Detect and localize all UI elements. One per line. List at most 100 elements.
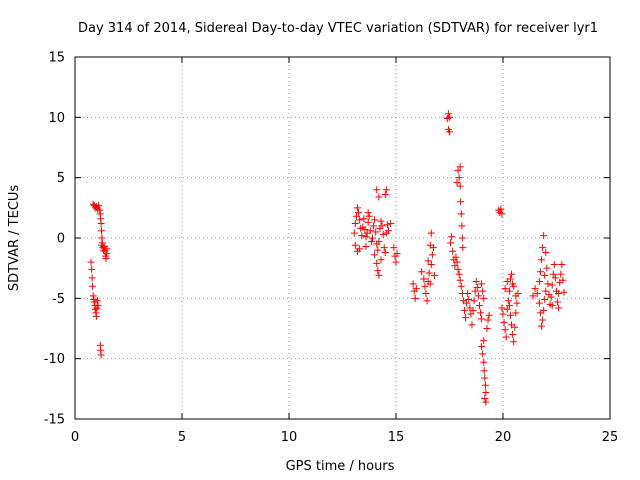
data-point	[426, 280, 434, 288]
data-point	[422, 290, 430, 298]
data-point	[90, 298, 98, 306]
data-point	[103, 245, 111, 253]
data-point	[390, 244, 398, 252]
data-point	[505, 302, 513, 310]
data-point	[360, 215, 368, 223]
data-point	[481, 381, 489, 389]
data-point	[352, 212, 360, 220]
data-point	[381, 191, 389, 199]
data-point	[421, 282, 429, 290]
data-point	[474, 292, 482, 300]
data-point	[550, 261, 558, 269]
data-point	[409, 280, 417, 288]
data-point	[356, 245, 364, 253]
data-point	[548, 281, 556, 289]
data-point	[356, 216, 364, 224]
data-point	[479, 350, 487, 358]
data-point	[427, 229, 435, 237]
data-point	[541, 296, 549, 304]
x-tick-label: 15	[388, 430, 405, 445]
data-point	[375, 238, 383, 246]
data-point	[457, 282, 465, 290]
data-point	[95, 201, 103, 209]
data-point	[452, 253, 460, 261]
x-tick-label: 25	[602, 430, 619, 445]
data-point	[471, 287, 479, 295]
data-point	[503, 305, 511, 313]
data-point	[423, 297, 431, 305]
data-point	[98, 227, 106, 235]
data-point	[361, 226, 369, 234]
data-point	[99, 246, 107, 254]
data-point	[512, 309, 520, 317]
data-point	[373, 186, 381, 194]
data-point	[375, 271, 383, 279]
x-tick-label: 5	[178, 430, 186, 445]
data-point	[464, 290, 472, 298]
data-point	[539, 244, 547, 252]
data-point	[451, 262, 459, 270]
y-tick-label: -5	[52, 292, 65, 307]
data-point	[358, 232, 366, 240]
data-point	[469, 306, 477, 314]
data-point	[462, 314, 470, 322]
data-point	[533, 290, 541, 298]
data-point	[538, 256, 546, 264]
chart-title: Day 314 of 2014, Sidereal Day-to-day VTE…	[78, 21, 598, 36]
data-point	[540, 306, 548, 314]
data-point	[456, 276, 464, 284]
data-point	[378, 222, 386, 230]
x-tick-label: 10	[281, 430, 298, 445]
data-point	[457, 198, 465, 206]
data-point	[472, 277, 480, 285]
data-point	[479, 287, 487, 295]
data-point	[529, 292, 537, 300]
data-point	[88, 274, 96, 282]
data-point	[540, 232, 548, 240]
data-point	[482, 388, 490, 396]
data-point	[428, 251, 436, 259]
data-point	[91, 305, 99, 313]
data-point	[365, 212, 373, 220]
data-point	[374, 267, 382, 275]
data-point	[96, 206, 104, 214]
data-point	[508, 270, 516, 278]
data-point	[447, 239, 455, 247]
data-point	[87, 258, 95, 266]
data-point	[374, 246, 382, 254]
data-point	[98, 241, 106, 249]
x-tick-label: 0	[71, 430, 79, 445]
grid-lines	[75, 57, 610, 419]
data-point	[355, 209, 363, 217]
data-point	[367, 238, 375, 246]
data-point	[502, 333, 510, 341]
data-point	[543, 264, 551, 272]
data-point	[554, 298, 562, 306]
data-point	[381, 248, 389, 256]
data-point	[377, 217, 385, 225]
y-tick-label: 0	[57, 232, 65, 247]
data-point	[478, 315, 486, 323]
data-point	[453, 258, 461, 266]
data-point	[497, 205, 505, 213]
data-point	[549, 270, 557, 278]
data-point	[97, 220, 105, 228]
data-point	[458, 222, 466, 230]
data-point	[460, 306, 468, 314]
data-point	[446, 128, 453, 136]
data-point	[371, 251, 379, 259]
data-point	[383, 221, 391, 229]
data-point	[538, 322, 546, 330]
data-point	[468, 321, 476, 329]
data-point	[446, 113, 453, 121]
data-point	[535, 277, 543, 285]
data-point	[467, 310, 475, 318]
data-point	[512, 292, 520, 300]
data-point	[364, 209, 372, 217]
data-point	[513, 299, 521, 307]
data-point	[484, 316, 492, 324]
data-point	[418, 268, 426, 276]
data-point	[371, 216, 379, 224]
data-point	[385, 227, 393, 235]
data-point	[485, 311, 493, 319]
